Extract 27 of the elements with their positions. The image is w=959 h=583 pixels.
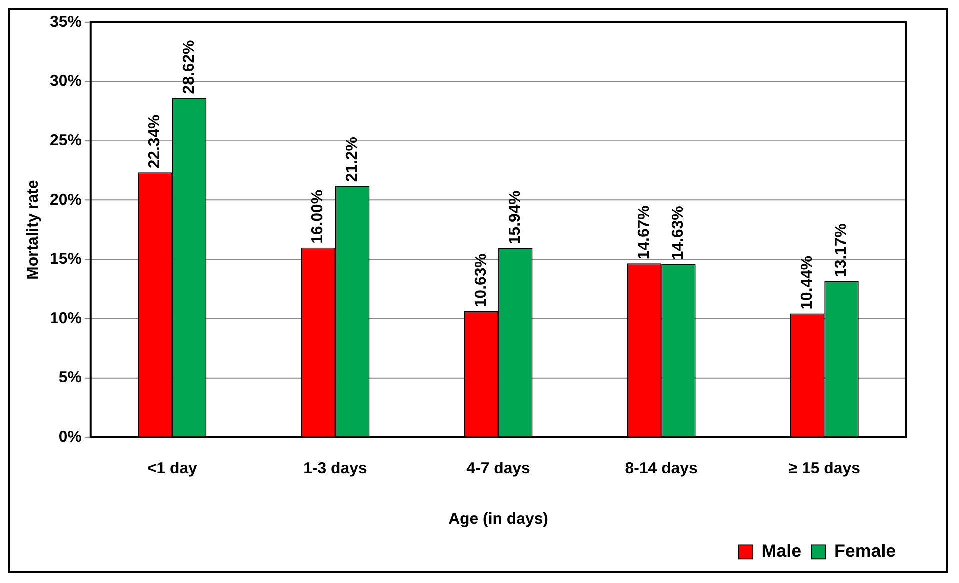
y-axis-title: Mortality rate xyxy=(24,180,42,280)
y-tick-label: 35% xyxy=(50,14,82,31)
y-tick-label: 30% xyxy=(50,73,82,90)
legend-label: Male xyxy=(762,541,802,562)
y-tick-label: 0% xyxy=(58,428,82,446)
data-label: 15.94% xyxy=(507,190,524,245)
data-label: 22.34% xyxy=(146,114,164,169)
legend-label: Female xyxy=(834,541,896,562)
x-tick-label: 8-14 days xyxy=(625,460,698,478)
y-tick-label: 20% xyxy=(50,192,82,209)
x-tick-label: ≥ 15 days xyxy=(788,460,861,478)
y-tick-label: 5% xyxy=(58,370,82,387)
data-label: 16.00% xyxy=(310,190,327,244)
data-label: 14.63% xyxy=(670,206,688,260)
data-label: 28.62% xyxy=(180,40,198,94)
data-label: 10.44% xyxy=(798,256,816,310)
data-label: 13.17% xyxy=(833,224,850,278)
x-tick-label: 1-3 days xyxy=(304,460,368,478)
y-tick-label: 25% xyxy=(50,132,82,150)
x-axis-title: Age (in days) xyxy=(448,511,548,528)
x-tick-label: 4-7 days xyxy=(466,460,531,478)
data-label: 14.67% xyxy=(636,206,653,260)
y-tick-label: 10% xyxy=(50,310,82,328)
x-tick-label: <1 day xyxy=(147,460,198,478)
data-label: 21.2% xyxy=(344,137,361,182)
y-tick-label: 15% xyxy=(50,251,82,268)
data-label: 10.63% xyxy=(472,254,490,308)
